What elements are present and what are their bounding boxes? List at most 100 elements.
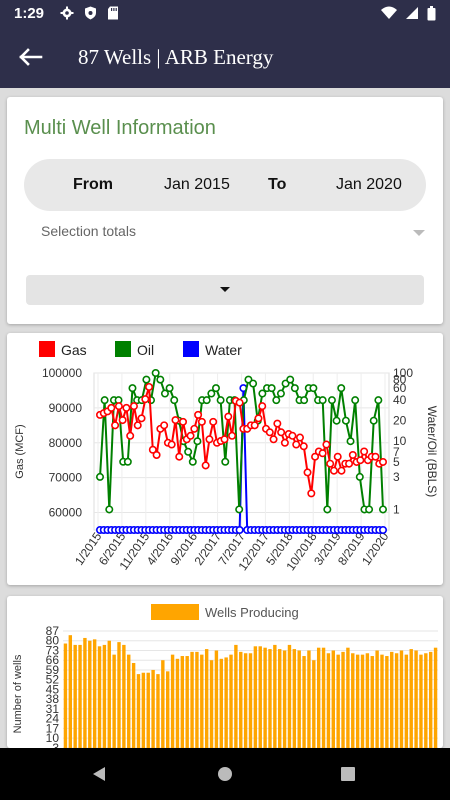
data-point-oil (290, 384, 299, 393)
card-title: Multi Well Information (24, 117, 216, 139)
bar (107, 640, 111, 748)
bar (180, 656, 185, 748)
data-point-oil (327, 396, 336, 405)
bar (394, 653, 399, 748)
data-point-gas (250, 421, 259, 430)
data-point-gas (337, 466, 346, 475)
bar (141, 672, 146, 748)
wells-producing-card: Wells Producing 3 10 17 24 31 38 45 52 59 66 73 80 87… (7, 596, 443, 748)
data-point-gas (356, 456, 365, 465)
bar (428, 651, 433, 748)
bar (166, 671, 170, 748)
bar (88, 640, 92, 748)
bar (399, 650, 404, 748)
back-button[interactable] (0, 26, 62, 88)
data-point-gas (186, 431, 195, 440)
y-tick-label: 80 (46, 634, 60, 648)
bar (424, 653, 428, 748)
bar (131, 662, 136, 748)
bar (68, 635, 73, 748)
legend-swatch (183, 341, 199, 357)
from-date-picker[interactable]: Jan 2015 (164, 176, 230, 193)
data-point-gas (378, 457, 387, 466)
bar (175, 658, 180, 748)
y2-tick-label: 3 (393, 470, 400, 484)
bar (214, 650, 219, 748)
bar (204, 649, 209, 748)
data-point-gas (118, 416, 127, 425)
from-label: From (73, 176, 113, 193)
selection-totals-placeholder: Selection totals (41, 223, 136, 239)
bar (316, 647, 321, 748)
data-point-oil (96, 472, 105, 481)
caret-down-icon (413, 230, 425, 236)
data-point-gas (152, 450, 161, 459)
circle-home-icon (218, 767, 232, 781)
bar (229, 654, 233, 748)
bar (195, 651, 199, 748)
data-point-gas (145, 382, 154, 391)
data-point-gas (111, 421, 120, 430)
bar (409, 649, 413, 748)
y-tick-label: 60000 (49, 506, 83, 520)
data-point-oil (341, 416, 350, 425)
date-range-selector: From Jan 2015 To Jan 2020 (24, 159, 426, 211)
bar (360, 654, 365, 748)
y2-tick-label: 60 (393, 381, 407, 395)
bar (341, 651, 345, 748)
data-point-gas (171, 416, 180, 425)
data-point-gas (224, 412, 233, 421)
bar (414, 650, 418, 748)
data-point-gas (311, 452, 320, 461)
bar (351, 653, 355, 748)
data-point-oil (207, 389, 216, 398)
bar (63, 643, 68, 748)
bar (190, 651, 194, 748)
data-point-gas (307, 489, 316, 498)
data-point-gas (167, 440, 176, 449)
nav-recents-button[interactable] (318, 748, 378, 800)
data-point-oil (211, 384, 220, 393)
nav-back-button[interactable] (69, 748, 129, 800)
nav-home-button[interactable] (195, 748, 255, 800)
legend-label: Oil (137, 342, 154, 358)
bar (136, 674, 141, 748)
data-point-water (378, 526, 387, 535)
bar (263, 647, 267, 748)
data-point-oil (165, 384, 174, 393)
data-point-oil (318, 396, 327, 405)
data-point-gas (220, 435, 229, 444)
wells-producing-bar-chart: Wells Producing 3101724313845525966738087… (12, 604, 438, 748)
bar (200, 654, 204, 748)
cellular-signal-icon (406, 7, 418, 19)
bar (92, 639, 97, 748)
data-point-oil (337, 384, 346, 393)
bar (224, 657, 228, 748)
y-tick-label: 52 (46, 673, 60, 687)
bar (78, 644, 82, 748)
data-point-oil (267, 384, 276, 393)
y-tick-label: 66 (46, 653, 60, 667)
data-point-oil (188, 457, 197, 466)
y2-tick-label: 40 (393, 393, 407, 407)
y2-tick-label: 7 (393, 445, 400, 459)
bar (346, 647, 350, 748)
y2-tick-label: 1 (393, 502, 400, 516)
bar (219, 658, 223, 748)
data-point-gas (269, 435, 278, 444)
battery-icon (427, 5, 436, 20)
bar (83, 637, 87, 748)
bar (170, 654, 175, 748)
data-point-gas (129, 402, 138, 411)
selection-totals-select[interactable]: Selection totals (41, 223, 425, 245)
data-point-gas (348, 450, 357, 459)
bar (278, 649, 282, 748)
well-dropdown[interactable] (26, 275, 424, 305)
data-point-gas (160, 421, 169, 430)
bar (73, 644, 77, 748)
data-point-oil (272, 396, 281, 405)
system-navigation-bar (0, 748, 450, 800)
y2-tick-label: 80 (393, 373, 407, 387)
to-date-picker[interactable]: Jan 2020 (336, 176, 402, 193)
data-point-gas (288, 431, 297, 440)
